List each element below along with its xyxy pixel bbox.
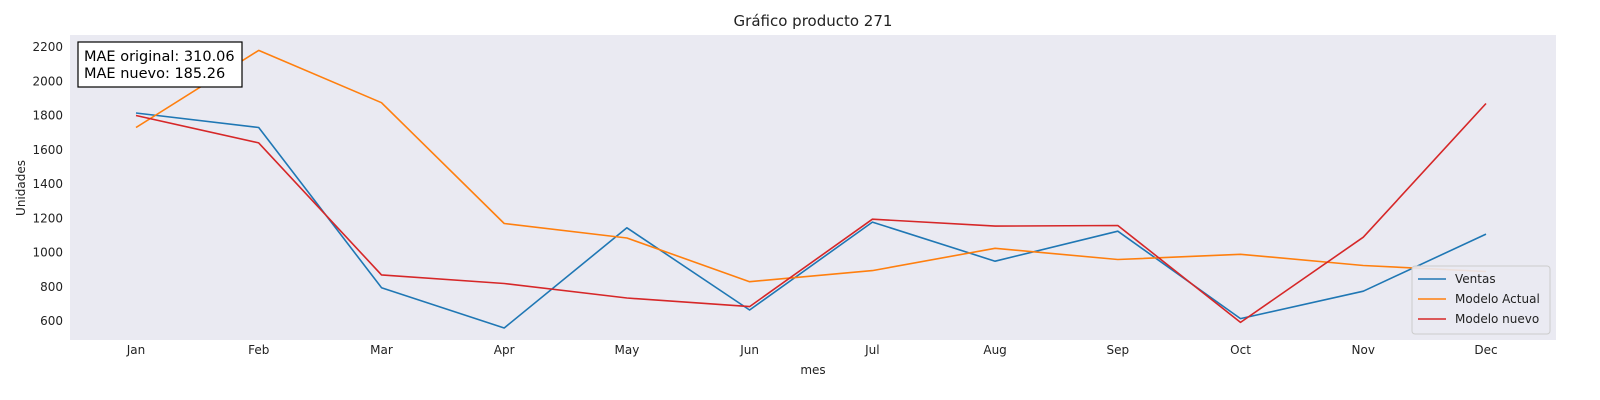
x-tick-label: Oct [1230,343,1251,357]
x-tick-label: Jun [739,343,759,357]
x-tick-label: Mar [370,343,393,357]
x-tick-label: May [615,343,640,357]
series-line-1 [135,112,1487,329]
x-tick-label: Jan [126,343,146,357]
y-tick-label: 1400 [32,177,63,191]
legend-label: Modelo nuevo [1455,312,1539,326]
x-axis-ticks: Jan Feb Mar Apr May Jun Jul Aug Sep Oct Nov Dec [126,343,1498,357]
y-tick-label: 600 [40,314,63,328]
x-tick-label: Sep [1107,343,1130,357]
x-tick-label: Dec [1474,343,1497,357]
x-tick-label: Aug [983,343,1006,357]
mae-original-text: MAE original: 310.06 [84,49,235,65]
legend: Ventas Modelo Actual Modelo nuevo [1411,265,1551,335]
x-tick-label: Feb [248,343,269,357]
y-tick-label: 1800 [32,109,63,123]
chart-title: Gráfico producto 271 [734,12,893,30]
y-tick-label: 1600 [32,143,63,157]
plot-area [70,35,1556,340]
mae-annotation: MAE original: 310.06 MAE nuevo: 185.26 [77,41,243,88]
x-axis-title: mes [800,363,825,377]
y-axis-ticks: 600 800 1000 1200 1400 1600 1800 2000 2200 [32,40,63,328]
legend-label: Ventas [1455,272,1496,286]
y-tick-label: 800 [40,280,63,294]
y-tick-label: 2000 [32,74,63,88]
series-line-3 [135,102,1487,324]
y-axis-title: Unidades [14,160,28,216]
x-tick-label: Nov [1352,343,1375,357]
mae-annotation-box [77,41,243,88]
mae-nuevo-text: MAE nuevo: 185.26 [84,66,225,82]
x-tick-label: Apr [494,343,515,357]
y-tick-label: 2200 [32,40,63,54]
legend-box [1411,265,1551,335]
series-line-2 [135,49,1487,283]
y-tick-label: 1200 [32,211,63,225]
legend-label: Modelo Actual [1455,292,1540,306]
series-layer [135,49,1487,329]
y-tick-label: 1000 [32,246,63,260]
x-tick-label: Jul [864,343,879,357]
